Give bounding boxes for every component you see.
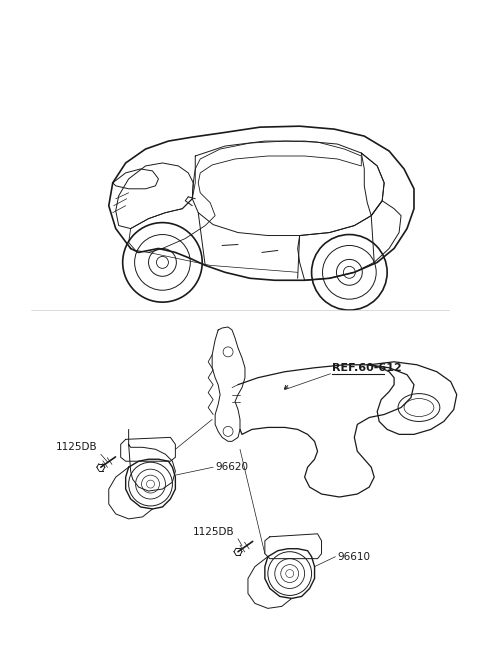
Text: 1125DB: 1125DB <box>56 442 98 453</box>
Text: REF.60-612: REF.60-612 <box>333 363 402 373</box>
Text: 1125DB: 1125DB <box>193 527 235 537</box>
Text: 96610: 96610 <box>337 552 371 562</box>
Text: 96620: 96620 <box>215 462 248 472</box>
